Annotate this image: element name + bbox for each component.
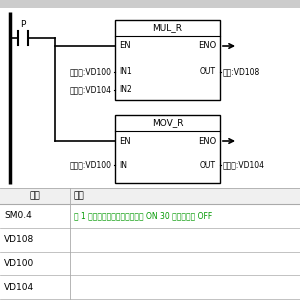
- Text: 上次值:VD104: 上次值:VD104: [223, 160, 265, 169]
- Text: SM0.4: SM0.4: [4, 212, 32, 220]
- Text: MOV_R: MOV_R: [152, 118, 183, 127]
- Text: 差值:VD108: 差值:VD108: [223, 68, 260, 76]
- Text: 上次值:VD104: 上次值:VD104: [70, 85, 112, 94]
- Text: VD100: VD100: [4, 259, 34, 268]
- Text: IN: IN: [119, 160, 127, 169]
- Text: EN: EN: [119, 136, 130, 146]
- Text: EN: EN: [119, 41, 130, 50]
- Text: 注释: 注释: [74, 191, 85, 200]
- Text: 当前值:VD100: 当前值:VD100: [70, 68, 112, 76]
- Text: 当前值:VD100: 当前值:VD100: [70, 160, 112, 169]
- Text: OUT: OUT: [200, 68, 216, 76]
- Text: ENO: ENO: [198, 41, 216, 50]
- Text: ENO: ENO: [198, 136, 216, 146]
- Text: IN2: IN2: [119, 85, 132, 94]
- Bar: [0, 188, 300, 300]
- Bar: [115, 20, 220, 100]
- Text: 在 1 分钟的循环周期内，接通为 ON 30 秒，关断为 OFF: 在 1 分钟的循环周期内，接通为 ON 30 秒，关断为 OFF: [74, 212, 212, 220]
- Bar: [115, 115, 220, 183]
- Bar: [0, 188, 300, 204]
- Text: P: P: [20, 20, 26, 29]
- Bar: [0, 8, 300, 188]
- Bar: [0, 0, 300, 8]
- Text: VD104: VD104: [4, 283, 34, 292]
- Text: OUT: OUT: [200, 160, 216, 169]
- Text: 地址: 地址: [30, 191, 40, 200]
- Text: IN1: IN1: [119, 68, 132, 76]
- Text: MUL_R: MUL_R: [152, 23, 182, 32]
- Text: VD108: VD108: [4, 235, 34, 244]
